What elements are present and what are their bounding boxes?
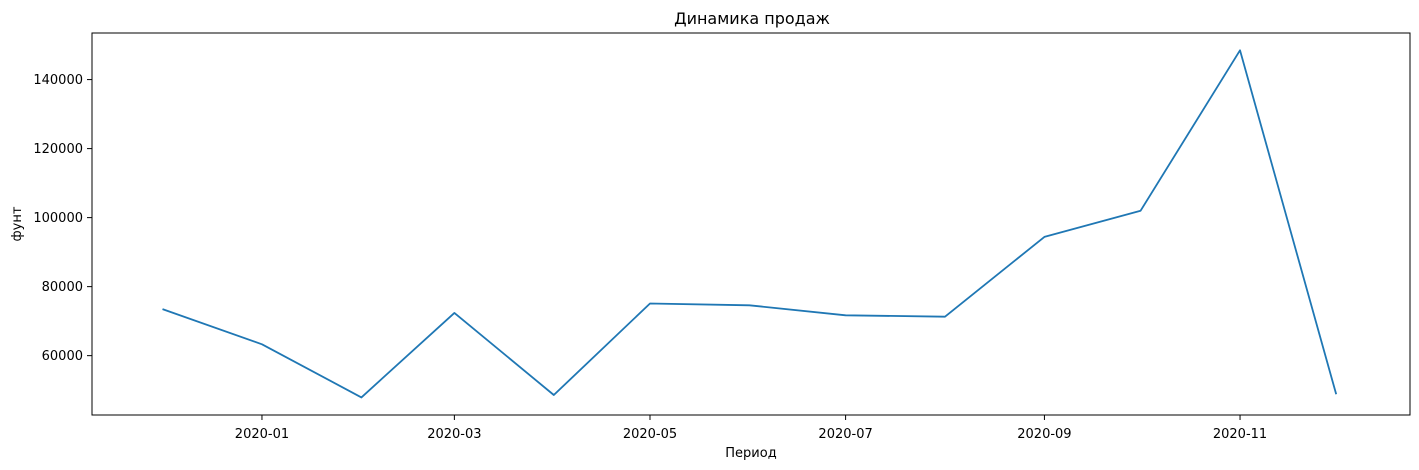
series-line-0 xyxy=(162,49,1338,399)
x-tick-label: 2020-07 xyxy=(818,427,872,442)
y-tick-label: 120000 xyxy=(33,142,83,157)
y-axis-title: фунт xyxy=(10,206,25,241)
y-tick-label: 80000 xyxy=(42,280,83,295)
x-axis-title: Период xyxy=(725,446,776,461)
y-tick-label: 140000 xyxy=(33,73,83,88)
x-tick-label: 2020-05 xyxy=(623,427,677,442)
y-axis: 60000 80000 100000 120000 140000 xyxy=(33,73,92,364)
x-tick-label: 2020-01 xyxy=(235,427,289,442)
y-tick-label: 60000 xyxy=(42,349,83,364)
plot-area xyxy=(162,49,1338,399)
x-tick-label: 2020-09 xyxy=(1017,427,1071,442)
chart-title: Динамика продаж xyxy=(674,9,830,28)
x-tick-label: 2020-03 xyxy=(427,427,481,442)
x-axis: 2020-01 2020-03 2020-05 2020-07 2020-09 2020-… xyxy=(235,415,1267,442)
y-tick-label: 100000 xyxy=(33,211,83,226)
plot-frame xyxy=(91,32,1411,416)
x-tick-label: 2020-11 xyxy=(1213,427,1267,442)
